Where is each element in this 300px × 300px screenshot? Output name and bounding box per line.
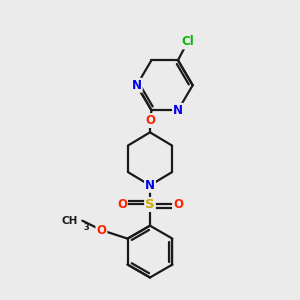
Text: S: S (145, 198, 155, 211)
Text: CH: CH (61, 216, 78, 226)
Text: O: O (173, 198, 183, 211)
Text: N: N (132, 79, 142, 92)
Text: O: O (96, 224, 106, 237)
Text: N: N (173, 104, 183, 117)
Text: Cl: Cl (181, 35, 194, 49)
Text: 3: 3 (84, 223, 89, 232)
Text: O: O (145, 114, 155, 127)
Text: N: N (145, 179, 155, 192)
Text: O: O (117, 198, 127, 211)
